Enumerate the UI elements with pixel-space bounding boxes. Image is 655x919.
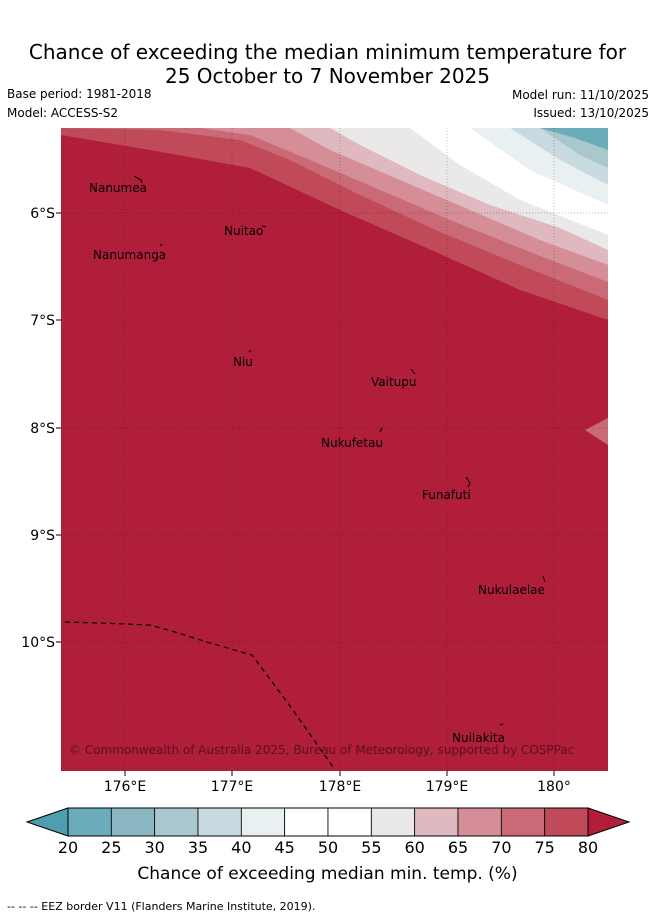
colorbar-cell-30 — [154, 807, 199, 837]
colorbar-cell-50 — [327, 807, 372, 837]
place-nanumea: Nanumea — [89, 181, 147, 195]
island-shape-niu — [248, 349, 252, 353]
island-shape-funafuti — [465, 476, 471, 488]
place-nukufetau: Nukufetau — [321, 436, 383, 450]
island-shape-nanumea — [133, 175, 143, 184]
colorbar-tick-70: 70 — [491, 838, 511, 857]
colorbar-cell-35 — [197, 807, 242, 837]
lon-tick-178e: 178°E — [319, 779, 362, 795]
band-25-30 — [540, 128, 608, 150]
colorbar-tick-50: 50 — [318, 838, 338, 857]
copyright-notice: © Commonwealth of Australia 2025, Bureau… — [69, 743, 574, 757]
eez-border — [64, 621, 334, 768]
lat-tick-7s: 7°S — [30, 313, 55, 329]
colorbar-cell-20 — [67, 807, 112, 837]
colorbar-label: Chance of exceeding median min. temp. (%… — [137, 864, 518, 884]
island-shape-vaitupu — [410, 368, 416, 375]
edge-contour — [585, 418, 608, 445]
colorbar-tick-20: 20 — [58, 838, 78, 857]
latitude-axis: 6°S 7°S 8°S 9°S 10°S — [21, 206, 61, 651]
colorbar-cell-40 — [240, 807, 286, 837]
colorbar-tick-35: 35 — [188, 838, 208, 857]
island-shape-nukulaelae — [542, 575, 546, 583]
island-shape-nuitao — [261, 225, 267, 228]
place-niu: Niu — [233, 355, 253, 369]
lon-tick-179e: 179°E — [426, 779, 469, 795]
title-line-2: 25 October to 7 November 2025 — [164, 64, 491, 88]
colorbar-cell-25 — [110, 807, 156, 837]
lat-tick-9s: 9°S — [30, 528, 55, 544]
colorbar-tick-40: 40 — [231, 838, 251, 857]
colorbar-cell-60 — [414, 807, 459, 837]
colorbar-frame — [67, 807, 589, 837]
model-name: Model: ACCESS-S2 — [7, 106, 119, 120]
base-period: Base period: 1981-2018 — [7, 87, 152, 101]
colorbar-tick-30: 30 — [144, 838, 164, 857]
island-shape-nanumanga — [159, 243, 163, 247]
lat-tick-8s: 8°S — [30, 421, 55, 437]
colorbar-high-extension — [587, 807, 631, 837]
chart-title: Chance of exceeding the median minimum t… — [0, 40, 655, 88]
place-funafuti: Funafuti — [422, 488, 471, 502]
place-labels: Nanumea Nuitao Nanumanga Niu Vaitupu Nuk… — [89, 181, 545, 745]
lon-tick-177e: 177°E — [211, 779, 254, 795]
lon-tick-180: 180° — [537, 779, 571, 795]
island-shape-nukufetau — [379, 427, 383, 433]
colorbar-cell-70 — [500, 807, 546, 837]
place-nukulaelae: Nukulaelae — [478, 583, 545, 597]
probability-field — [61, 128, 608, 771]
colorbar-tick-55: 55 — [361, 838, 381, 857]
island-shape-nuilakita — [499, 723, 504, 726]
longitude-axis: 176°E 177°E 178°E 179°E 180° — [104, 771, 571, 795]
issued-date: Issued: 13/10/2025 — [533, 106, 649, 120]
eez-legend: -- -- -- EEZ border V11 (Flanders Marine… — [7, 900, 316, 913]
islands — [133, 175, 546, 726]
colorbar-tick-80: 80 — [578, 838, 598, 857]
colorbar-low-extension — [25, 807, 69, 837]
place-vaitupu: Vaitupu — [371, 375, 417, 389]
colorbar-cell-55 — [370, 807, 416, 837]
colorbar-cell-75 — [544, 807, 589, 837]
lon-tick-176e: 176°E — [104, 779, 147, 795]
colorbar-cell-45 — [284, 807, 329, 837]
model-run: Model run: 11/10/2025 — [511, 88, 649, 102]
title-line-1: Chance of exceeding the median minimum t… — [28, 40, 627, 64]
colorbar-cell-65 — [457, 807, 502, 837]
colorbar-tick-75: 75 — [534, 838, 554, 857]
place-nuitao: Nuitao — [224, 224, 263, 238]
place-nanumanga: Nanumanga — [93, 248, 166, 262]
lat-tick-6s: 6°S — [30, 206, 55, 222]
place-nuilakita: Nuilakita — [452, 731, 505, 745]
colorbar: 20 25 30 35 40 45 50 55 60 65 70 75 80 — [25, 807, 631, 857]
colorbar-tick-60: 60 — [404, 838, 424, 857]
colorbar-tick-45: 45 — [274, 838, 294, 857]
colorbar-tick-25: 25 — [101, 838, 121, 857]
lat-tick-10s: 10°S — [21, 635, 55, 651]
colorbar-tick-65: 65 — [448, 838, 468, 857]
graticule — [61, 128, 608, 771]
